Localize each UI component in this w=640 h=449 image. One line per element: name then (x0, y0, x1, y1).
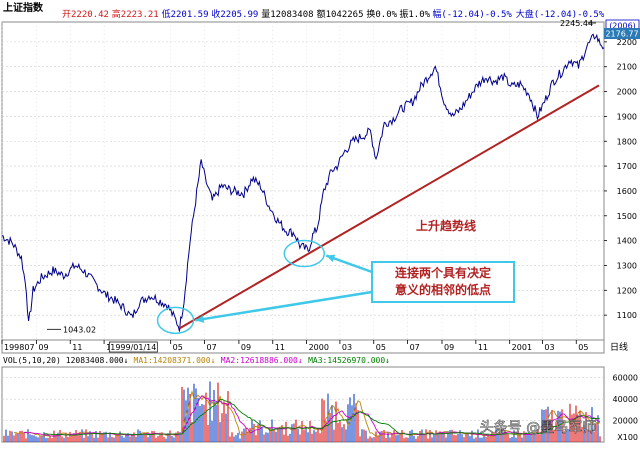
volume-y-tick-label-0: 60000 (613, 374, 638, 383)
date-tick-label-8: 2000 (309, 343, 329, 352)
arrowhead-1 (195, 315, 205, 323)
date-cursor-box (108, 341, 158, 353)
quote-field-3: 收2205.99 (211, 8, 258, 20)
callout-arrow-1 (195, 290, 373, 322)
price-y-tick-label-5: 1700 (617, 162, 637, 171)
quote-field-9: 大盘(-12.04)-0.5% (516, 8, 605, 20)
date-tick-label-11: 07 (410, 343, 420, 352)
date-tick-label-9: 03 (342, 343, 352, 352)
date-tick-label-2: 11 (72, 343, 82, 352)
quote-field-4: 量12083408 (261, 9, 313, 20)
price-y-tick-label-3: 1900 (617, 112, 637, 121)
price-series-line (1, 33, 605, 332)
volume-legend-item-1: 12083408.000↓ (66, 356, 129, 365)
trend-line (179, 84, 600, 330)
price-y-tick-label-6: 1600 (617, 187, 637, 196)
quote-field-1: 高2223.21 (112, 8, 159, 20)
volume-panel (1, 366, 605, 443)
volume-legend-item-4: MA3:14526970.000↓ (308, 356, 390, 365)
price-y-axis: 2200 2100 2000 1900 1800 1700 1600 1500 1400 1300… (604, 38, 637, 320)
price-markers: 1043.02 2245.44 (2006)2176.77 1999/01/14 (47, 19, 640, 353)
date-tick-label-7: 11 (275, 343, 285, 352)
arrowhead-2 (326, 254, 336, 262)
last-price-badge (604, 28, 640, 39)
high-marker-label: 2245.44 (560, 19, 593, 28)
date-tick-label-0: 199807 (4, 343, 35, 352)
volume-legend-item-0: VOL(5,10,20) (3, 356, 61, 365)
price-y-tick-label-1: 2100 (617, 63, 637, 72)
callout-text-line-2: 意义的相邻的低点 (395, 282, 491, 297)
volume-legend: VOL(5,10,20) 12083408.000↓ MA1:14208371.00… (3, 356, 390, 365)
date-tick-label-6: 09 (241, 343, 251, 352)
volume-ma-line-20 (43, 398, 601, 436)
date-tick-label-14: 2001 (512, 343, 532, 352)
date-tick-label-16: 05 (578, 343, 588, 352)
price-y-tick-label-11: 1100 (617, 311, 637, 320)
price-y-tick-label-4: 1800 (617, 137, 637, 146)
quote-field-7: 振1.0% (399, 8, 430, 20)
quote-field-2: 低2201.59 (162, 8, 209, 20)
volume-legend-item-2: MA1:14208371.000↓ (134, 356, 216, 365)
date-tick-label-5: 07 (207, 343, 217, 352)
volume-legend-item-3: MA2:12618886.000↓ (221, 356, 303, 365)
date-tick-label-1: 09 (38, 343, 48, 352)
date-cursor-label: 1999/01/14 (110, 343, 156, 352)
volume-y-tick-label-1: 40000 (613, 395, 638, 404)
volume-grid: 60000 40000 20000 X100 (2, 374, 638, 442)
price-y-tick-label-10: 1200 (617, 286, 637, 295)
price-y-tick-label-9: 1300 (617, 261, 637, 270)
quote-field-8: 幅(-12.04)-0.5% (432, 8, 512, 20)
period-label: 日线 (610, 341, 628, 353)
low-marker-label: 1043.02 (63, 325, 96, 334)
volume-moving-averages (13, 389, 601, 437)
last-price-label: 2176.77 (605, 30, 638, 39)
price-y-tick-label-0: 2200 (617, 38, 637, 47)
callout-annotation: 连接两个具有决定 意义的相邻的低点 (156, 239, 515, 335)
callout-box (371, 261, 515, 303)
low-point-ellipse-2 (283, 239, 326, 268)
low-point-ellipse-1 (156, 306, 195, 335)
volume-bars (3, 381, 601, 442)
price-y-tick-label-7: 1500 (617, 212, 637, 221)
quote-field-6: 换0.0% (366, 8, 397, 20)
date-tick-label-10: 05 (376, 343, 386, 352)
price-y-tick-label-8: 1400 (617, 237, 637, 246)
header-bar (0, 0, 640, 20)
quote-strip: 开2220.42 高2223.21 低2201.59 收2205.99 量1208340… (62, 8, 605, 20)
date-tick-label-13: 11 (478, 343, 488, 352)
quote-field-5: 额1042265 (317, 8, 364, 20)
volume-y-tick-label-2: 20000 (613, 417, 638, 426)
date-tick-label-15: 03 (544, 343, 554, 352)
watermark: 头条号 @墨马军师 (480, 419, 596, 436)
trend-label: 上升趋势线 (416, 218, 476, 233)
date-tick-label-4: 05 (173, 343, 183, 352)
period-box-label: (2006) (609, 22, 636, 31)
price-y-tick-label-2: 2000 (617, 88, 637, 97)
index-title: 上证指数 (3, 1, 44, 14)
date-tick-label-12: 09 (444, 343, 454, 352)
callout-text-line-1: 连接两个具有决定 (395, 265, 491, 280)
volume-unit-label: X100 (617, 433, 638, 442)
quote-field-0: 开2220.42 (62, 9, 109, 20)
